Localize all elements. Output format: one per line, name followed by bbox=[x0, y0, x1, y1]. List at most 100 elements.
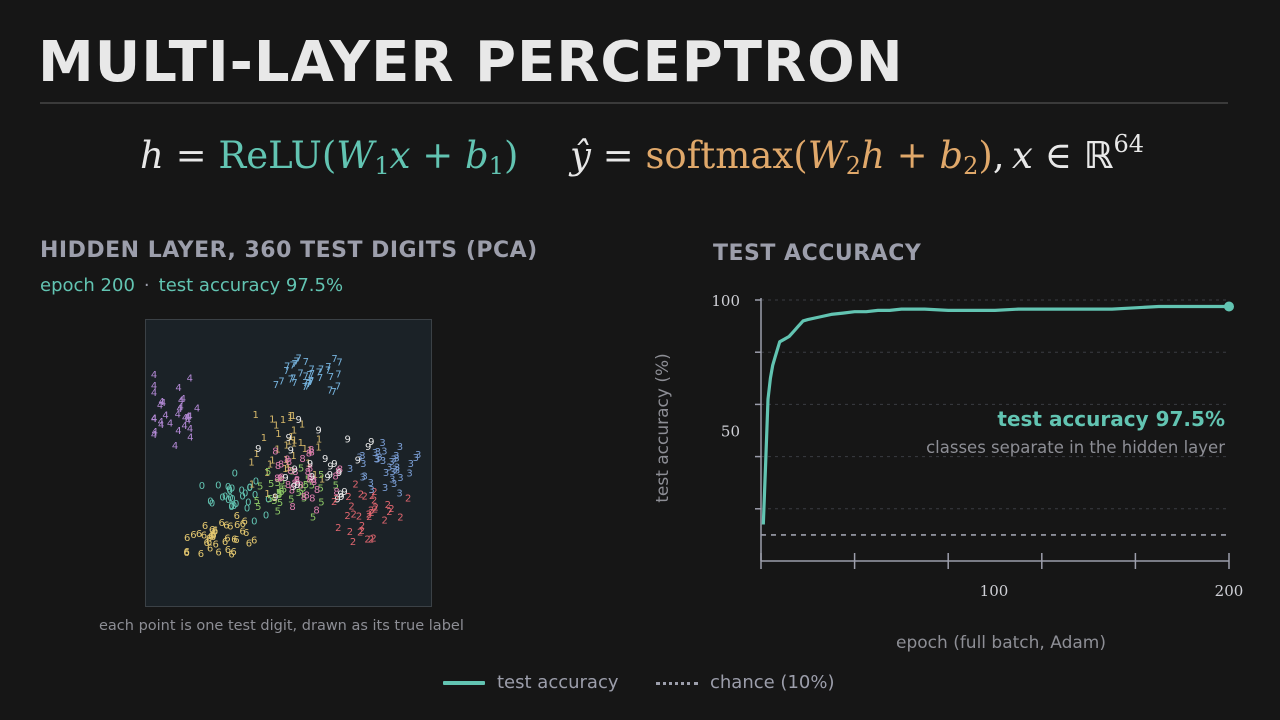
hidden-layer-subtitle: epoch 200 · test accuracy 97.5% bbox=[40, 275, 343, 296]
digit-point: 0 bbox=[239, 492, 245, 503]
digit-point: 6 bbox=[210, 530, 216, 541]
digit-point: 1 bbox=[253, 449, 259, 460]
digit-point: 2 bbox=[335, 523, 341, 534]
digit-point: 7 bbox=[308, 376, 314, 387]
digit-point: 7 bbox=[331, 354, 337, 365]
y-tick-label: 100 bbox=[711, 292, 740, 310]
digit-point: 1 bbox=[287, 413, 293, 424]
digit-point: 1 bbox=[288, 432, 294, 443]
digit-point: 1 bbox=[305, 458, 311, 469]
digit-point: 5 bbox=[277, 498, 283, 509]
digit-point: 1 bbox=[286, 436, 292, 447]
digit-point: 1 bbox=[274, 445, 280, 456]
digit-point: 4 bbox=[184, 413, 190, 424]
digit-point: 8 bbox=[306, 448, 312, 459]
digit-point: 0 bbox=[253, 476, 259, 487]
digit-point: 4 bbox=[186, 412, 192, 423]
digit-point: 8 bbox=[297, 481, 303, 492]
digit-point: 2 bbox=[405, 494, 411, 505]
digit-point: 1 bbox=[283, 441, 289, 452]
digit-point: 8 bbox=[305, 467, 311, 478]
digit-point: 4 bbox=[187, 424, 193, 435]
digit-point: 1 bbox=[290, 411, 296, 422]
digit-point: 0 bbox=[263, 511, 269, 522]
chart-axes bbox=[755, 298, 1230, 569]
digit-point: 1 bbox=[319, 475, 325, 486]
digit-point: 1 bbox=[299, 420, 305, 431]
digit-point: 3 bbox=[356, 452, 362, 463]
digit-point: 7 bbox=[273, 380, 279, 391]
digit-point: 4 bbox=[160, 398, 166, 409]
digit-point: 7 bbox=[317, 373, 323, 384]
digit-point: 3 bbox=[391, 455, 397, 466]
digit-point: 7 bbox=[309, 369, 315, 380]
digit-point: 0 bbox=[215, 480, 221, 491]
digit-point: 7 bbox=[291, 359, 297, 370]
digit-point: 5 bbox=[267, 494, 273, 505]
digit-point: 9 bbox=[282, 473, 288, 484]
digit-point: 9 bbox=[315, 426, 321, 437]
digit-point: 4 bbox=[151, 370, 157, 381]
digit-point: 3 bbox=[360, 473, 366, 484]
digit-point: 0 bbox=[233, 499, 239, 510]
digit-point: 7 bbox=[318, 365, 324, 376]
digit-point: 9 bbox=[334, 494, 340, 505]
digit-point: 6 bbox=[251, 535, 257, 546]
chart-labels: 100 50 100 200 epoch (full batch, Adam) test … bbox=[653, 292, 1243, 653]
digit-point: 1 bbox=[283, 455, 289, 466]
digit-point: 0 bbox=[229, 494, 235, 505]
digit-point: 7 bbox=[335, 382, 341, 393]
digit-point: 2 bbox=[359, 521, 365, 532]
digit-point: 0 bbox=[231, 501, 237, 512]
digit-point: 7 bbox=[306, 379, 312, 390]
digit-point: 4 bbox=[185, 415, 191, 426]
digit-point: 2 bbox=[371, 496, 377, 507]
digit-point: 0 bbox=[247, 482, 253, 493]
digit-point: 3 bbox=[360, 459, 366, 470]
digit-point: 4 bbox=[158, 417, 164, 428]
digit-point: 3 bbox=[368, 478, 374, 489]
digit-point: 2 bbox=[373, 502, 379, 513]
digit-point: 9 bbox=[296, 415, 302, 426]
digit-point: 6 bbox=[215, 547, 221, 558]
digit-point: 5 bbox=[301, 494, 307, 505]
digit-point: 6 bbox=[198, 549, 204, 560]
digit-point: 8 bbox=[294, 475, 300, 486]
digit-point: 3 bbox=[347, 464, 353, 475]
digit-point: 2 bbox=[351, 510, 357, 521]
digit-point: 0 bbox=[232, 469, 238, 480]
digit-point: 6 bbox=[240, 519, 246, 530]
digit-point: 1 bbox=[264, 489, 270, 500]
digit-point: 0 bbox=[242, 488, 248, 499]
digit-point: 3 bbox=[413, 453, 419, 464]
digit-point: 3 bbox=[394, 462, 400, 473]
digit-point: 2 bbox=[371, 487, 377, 498]
digit-point: 9 bbox=[255, 444, 261, 455]
digit-point: 8 bbox=[314, 485, 320, 496]
digit-point: 4 bbox=[194, 403, 200, 414]
digit-point: 8 bbox=[274, 473, 280, 484]
digit-point: 0 bbox=[222, 492, 228, 503]
digit-point: 6 bbox=[243, 528, 249, 539]
digit-point: 4 bbox=[175, 383, 181, 394]
subtitle-accuracy: test accuracy 97.5% bbox=[158, 275, 344, 296]
digit-point: 5 bbox=[268, 479, 274, 490]
digit-point: 2 bbox=[368, 505, 374, 516]
digit-point: 6 bbox=[233, 535, 239, 546]
digit-point: 8 bbox=[285, 480, 291, 491]
digit-point: 7 bbox=[328, 372, 334, 383]
digit-point: 0 bbox=[225, 482, 231, 493]
digit-point: 5 bbox=[333, 480, 339, 491]
scatter-caption: each point is one test digit, drawn as i… bbox=[99, 618, 464, 634]
page-title: MULTI-LAYER PERCEPTRON bbox=[38, 30, 904, 95]
digit-point: 7 bbox=[336, 358, 342, 369]
digit-point: 3 bbox=[379, 438, 385, 449]
digit-point: 8 bbox=[272, 447, 278, 458]
digit-point: 8 bbox=[299, 454, 305, 465]
digit-point: 2 bbox=[364, 535, 370, 546]
digit-point: 7 bbox=[303, 357, 309, 368]
digit-point: 6 bbox=[210, 531, 216, 542]
digit-point: 7 bbox=[303, 371, 309, 382]
digit-point: 3 bbox=[376, 452, 382, 463]
digit-point: 0 bbox=[247, 483, 253, 494]
